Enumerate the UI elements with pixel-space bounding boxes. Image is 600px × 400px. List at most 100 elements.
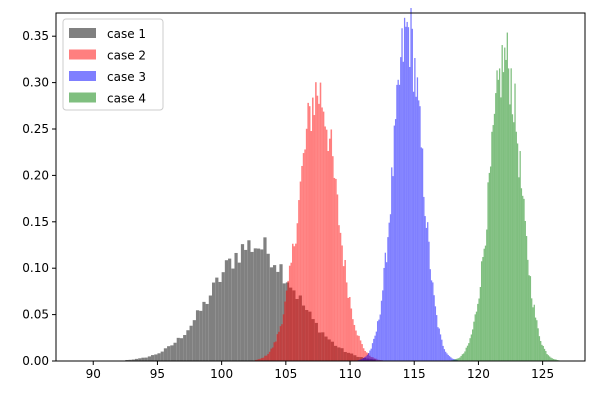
histogram-bar (299, 181, 302, 361)
histogram-bar (483, 248, 485, 361)
histogram-bar (312, 97, 314, 362)
histogram-bar (414, 58, 416, 361)
histogram-bar (525, 236, 528, 361)
histogram-bar (322, 111, 325, 361)
series-3-bars (357, 8, 458, 362)
histogram-bar (305, 128, 308, 361)
histogram-bar (436, 315, 438, 361)
y-axis-ticks: 0.00 0.05 0.10 0.15 0.20 0.25 0.30 0.35 (22, 29, 56, 368)
histogram-bar (234, 252, 238, 361)
histogram-bar (536, 320, 538, 361)
histogram-bar (407, 27, 410, 362)
histogram-bar (412, 91, 415, 361)
histogram-bar (304, 149, 306, 361)
histogram-bar (542, 345, 544, 361)
histogram-bar (552, 358, 555, 361)
histogram-bar (333, 177, 336, 361)
histogram-bar (486, 229, 488, 361)
histogram-bar (443, 349, 446, 361)
x-tick-label: 125 (531, 367, 554, 381)
histogram-bar (465, 347, 467, 361)
histogram-bar (477, 303, 479, 361)
histogram-bar (163, 348, 168, 361)
histogram-bar (335, 178, 337, 361)
histogram-bar (447, 354, 449, 361)
histogram-bar (528, 275, 530, 361)
histogram-bar (446, 353, 448, 361)
histogram-bar (480, 261, 483, 361)
histogram-bar (519, 151, 521, 361)
histogram-bar (250, 251, 254, 361)
histogram-bar (495, 93, 497, 361)
histogram-bar (215, 277, 219, 361)
histogram-bar (473, 321, 475, 361)
histogram-bar (373, 338, 375, 361)
histogram-bar (160, 351, 164, 361)
histogram-bar (183, 335, 187, 361)
series-2-bars (255, 82, 383, 362)
histogram-bar (167, 346, 171, 361)
histogram-bar (484, 245, 487, 361)
series-4-bars (451, 32, 560, 362)
histogram-bar (531, 298, 533, 361)
histogram-bar (375, 331, 377, 361)
histogram-bar (279, 326, 282, 361)
histogram-bar (555, 359, 557, 361)
histogram-bar (421, 148, 424, 361)
histogram-bar (134, 358, 139, 361)
histogram-bar (515, 131, 517, 361)
histogram-bar (491, 131, 493, 361)
histogram-bar (281, 324, 283, 361)
histogram-bar (505, 59, 507, 362)
histogram-bar (267, 353, 269, 361)
histogram-bar (316, 95, 319, 361)
histogram-bar (315, 82, 317, 361)
histogram-bar (131, 359, 135, 361)
histogram-bar (371, 343, 374, 361)
histogram-bar (513, 122, 515, 361)
histogram-bar (428, 241, 430, 361)
histogram-bar (247, 240, 251, 361)
histogram-bar (350, 308, 353, 361)
histogram-bar (454, 359, 456, 361)
histogram-bar (157, 353, 161, 361)
histogram-bar (409, 66, 411, 361)
histogram-bar (359, 340, 362, 361)
histogram-bar (352, 319, 354, 361)
histogram-bar (482, 256, 484, 361)
histogram-bar (493, 113, 496, 362)
histogram-bar (296, 223, 299, 361)
histogram-bar (151, 355, 155, 361)
histogram-bar (432, 282, 434, 361)
histogram-bar (291, 243, 294, 361)
histogram-bar (416, 77, 419, 361)
histogram-bar (205, 303, 209, 361)
histogram-bar (147, 356, 152, 361)
histogram-bar (400, 57, 402, 361)
histogram-bar (269, 267, 273, 361)
histogram-bar (308, 106, 311, 362)
histogram-bar (378, 319, 380, 361)
y-tick-label: 0.00 (22, 354, 49, 368)
histogram-bar (255, 359, 257, 361)
histogram-bar (389, 214, 392, 361)
histogram-bar (529, 276, 532, 361)
legend-box (62, 18, 164, 111)
histogram-bar (397, 79, 399, 362)
histogram-bar (396, 84, 398, 362)
histogram-bar (518, 177, 520, 361)
histogram-bar (406, 21, 408, 361)
histogram-bar (360, 359, 362, 361)
histogram-bar (405, 26, 407, 362)
histogram-bar (295, 243, 297, 361)
histogram-bar (516, 143, 519, 361)
histogram-bar (434, 306, 437, 361)
histogram-bar (546, 354, 548, 361)
histogram-bar (418, 100, 420, 361)
histogram-bar (545, 351, 547, 361)
histogram-bar (496, 70, 498, 362)
histogram-bar (261, 357, 263, 361)
histogram-bar (253, 248, 257, 361)
histogram-bar (419, 106, 421, 361)
